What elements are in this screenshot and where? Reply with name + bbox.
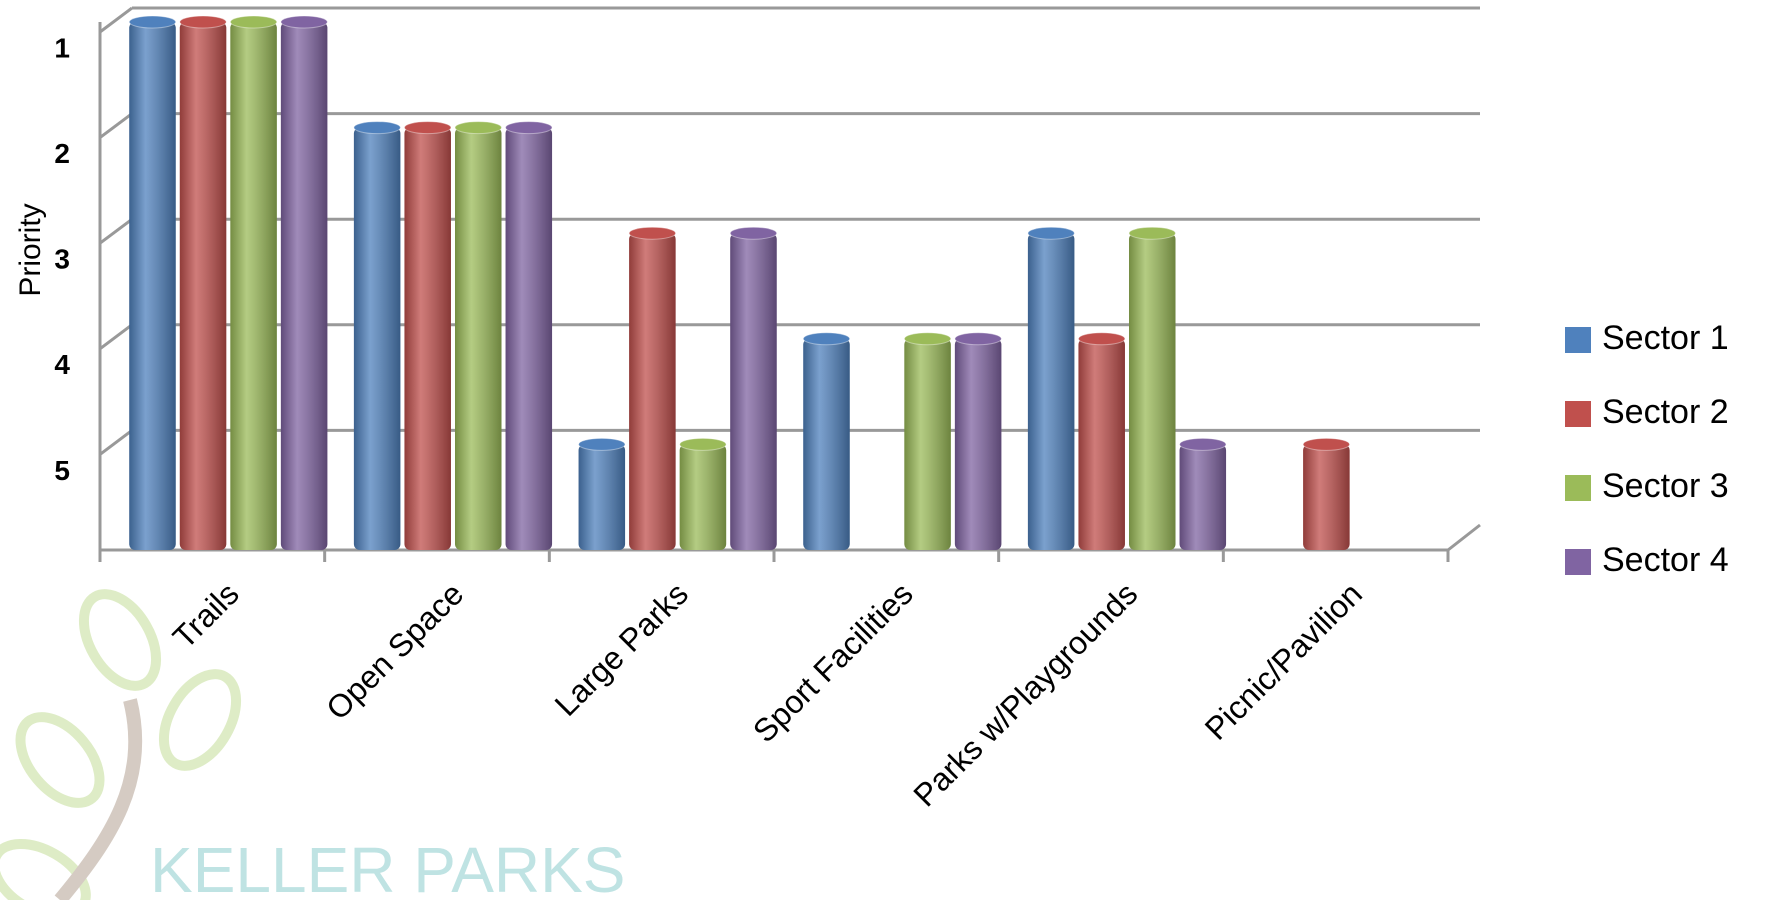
bar-shade [280, 22, 328, 550]
legend-label: Sector 4 [1602, 541, 1729, 579]
y-tick-label: 5 [54, 455, 70, 486]
bar-top [505, 121, 553, 135]
y-tick-label: 2 [54, 138, 70, 169]
bar-shade [1179, 444, 1227, 550]
bar-shade [578, 444, 626, 550]
bar-shade [179, 22, 227, 550]
bar-shade [679, 444, 727, 550]
y-tick-label: 4 [54, 349, 70, 380]
bar-top [679, 437, 727, 451]
bar-top [280, 15, 328, 29]
bar-shade [1078, 338, 1125, 550]
legend-swatch [1565, 401, 1591, 427]
grid-line [99, 217, 133, 245]
bar-top [802, 332, 851, 346]
legend-swatch [1565, 549, 1591, 575]
bar-top [954, 332, 1002, 346]
bar-shade [629, 233, 676, 550]
bar-top [128, 15, 177, 29]
x-tick-label: Large Parks [548, 575, 695, 722]
bar-shade [1129, 233, 1176, 550]
legend-label: Sector 1 [1602, 319, 1729, 357]
y-tick-label: 1 [54, 32, 70, 63]
bar-shade [954, 338, 1002, 550]
bar-top [1077, 332, 1126, 346]
legend-swatch [1565, 475, 1591, 501]
grid-line [99, 323, 133, 350]
watermark-leaves [0, 589, 242, 905]
bar-shade [803, 338, 850, 550]
bar-top [229, 15, 278, 29]
bar-top [1179, 437, 1227, 451]
x-tick-label: Picnic/Pavilion [1198, 575, 1369, 746]
x-tick-label: Sport Facilities [746, 575, 920, 749]
x-tick-label: Parks w/Playgrounds [906, 575, 1144, 813]
bar-top [403, 121, 452, 135]
bar-shade [505, 127, 553, 550]
bar-top [628, 226, 677, 240]
bar-shade [1303, 444, 1350, 550]
bar-top [454, 121, 503, 135]
bar-shade [353, 127, 401, 550]
bar-shade [129, 22, 176, 550]
bar-top [729, 226, 778, 240]
grid-line [99, 6, 133, 34]
bar-shade [730, 233, 777, 550]
bar-top [903, 332, 952, 346]
watermark: KELLER PARKS [150, 834, 625, 900]
x-tick-label: Open Space [319, 575, 470, 726]
bar-top [1302, 437, 1351, 451]
bar-top [578, 437, 626, 451]
x-tick-label: Trails [166, 575, 246, 655]
bar-shade [904, 338, 951, 550]
bar-top [1027, 226, 1075, 240]
grid-line [99, 112, 133, 139]
bar-shade [455, 127, 502, 550]
y-axis-label: Priority [14, 203, 47, 296]
bar-shade [1027, 233, 1075, 550]
bar-top [1128, 226, 1177, 240]
bar-shade [404, 127, 451, 550]
bar-top [179, 15, 227, 29]
bar-shade [230, 22, 277, 550]
legend-label: Sector 2 [1602, 393, 1729, 431]
grid-line [99, 429, 133, 456]
legend-label: Sector 3 [1602, 467, 1729, 505]
bar-top [353, 121, 401, 135]
legend-swatch [1565, 327, 1591, 353]
y-tick-label: 3 [54, 244, 70, 275]
